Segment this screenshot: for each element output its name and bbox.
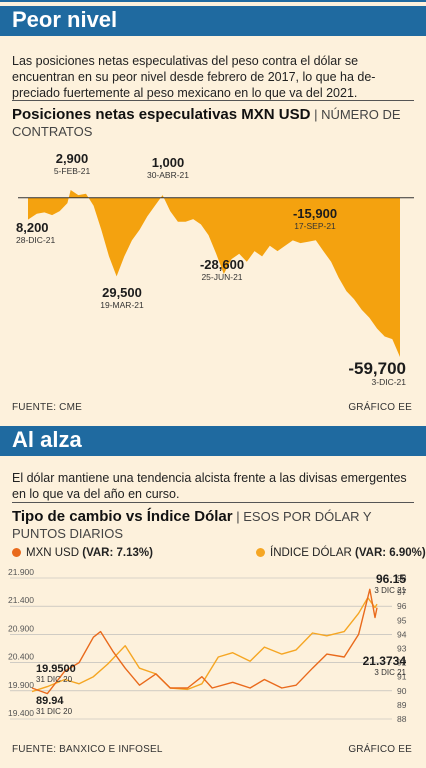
legend-label-dxy: ÍNDICE DÓLAR <box>270 547 352 559</box>
legend-var-dxy: (VAR: 6.90%) <box>355 547 426 559</box>
annotation-value: -15,900 <box>293 206 337 221</box>
credit-note: GRÁFICO EE <box>348 402 412 413</box>
left-axis-ticks: 21.900 21.400 20.900 20.400 19.900 19.400 <box>8 568 34 718</box>
legend-label-mxn: MXN USD <box>26 547 80 559</box>
chart-title: Tipo de cambio vs Índice Dólar <box>12 508 233 525</box>
annotation-value: -59,700 <box>348 359 406 378</box>
annotation-date: 19-MAR-21 <box>100 300 144 310</box>
section-header-peor-nivel: Peor nivel <box>0 6 426 36</box>
annotation-date: 3-DIC-21 <box>372 377 407 387</box>
chart-title-block: Posiciones netas especulativas MXN USD |… <box>12 106 414 140</box>
section-title: Al alza <box>12 427 82 452</box>
y-right-tick-label: 93 <box>397 644 407 654</box>
chart-title: Posiciones netas especulativas MXN USD <box>12 106 311 123</box>
annotation-date: 3 DIC 21 <box>374 586 406 595</box>
annotation-date: 30-ABR-21 <box>147 170 189 180</box>
y-left-tick-label: 21.900 <box>8 568 34 577</box>
divider <box>12 100 414 101</box>
y-left-tick-label: 20.900 <box>8 623 34 633</box>
y-right-tick-label: 90 <box>397 686 407 696</box>
legend-swatch-mxn <box>12 548 21 557</box>
annotation-value: 1,000 <box>152 155 185 170</box>
annotation-value: 19.9500 <box>36 663 76 675</box>
y-left-tick-label: 19.900 <box>8 680 34 690</box>
title-separator: | <box>236 509 244 524</box>
annotation-value: 29,500 <box>102 285 142 300</box>
gridlines <box>10 577 392 720</box>
source-note: FUENTE: CME <box>12 402 82 413</box>
annotation-date: 17-SEP-21 <box>294 221 336 231</box>
chart-title-block: Tipo de cambio vs Índice Dólar | ESOS PO… <box>12 508 414 542</box>
annotation-value: 8,200 <box>16 220 49 235</box>
divider <box>12 502 414 503</box>
section-header-al-alza: Al alza <box>0 426 426 456</box>
chart-subtitle: ESOS POR DÓLAR Y PUNTOS DIARIOS <box>12 509 372 541</box>
y-right-tick-label: 95 <box>397 615 407 625</box>
section-title: Peor nivel <box>12 7 118 32</box>
top-accent-line <box>0 0 426 2</box>
annotation-date: 28-DIC-21 <box>16 235 55 245</box>
annotation-date: 31 DIC 20 <box>36 675 73 684</box>
y-left-tick-label: 20.400 <box>8 652 34 662</box>
y-right-tick-label: 96 <box>397 601 407 611</box>
y-right-tick-label: 88 <box>397 714 407 724</box>
annotation-value: 2,900 <box>56 151 89 166</box>
source-note: FUENTE: BANXICO E INFOSEL <box>12 744 163 755</box>
chart-subtitle: NÚMERO DE CONTRATOS <box>12 107 401 139</box>
legend-swatch-dxy <box>256 548 265 557</box>
annotation-date: 3 DIC 21 <box>374 668 406 677</box>
y-right-tick-label: 89 <box>397 700 407 710</box>
y-right-tick-label: 97 <box>397 587 407 597</box>
annotation-value: 89.94 <box>36 695 64 707</box>
y-left-tick-label: 19.400 <box>8 708 34 718</box>
annotation-date: 25-JUN-21 <box>201 272 242 282</box>
y-left-tick-label: 21.400 <box>8 595 34 605</box>
net-positions-area <box>28 190 400 357</box>
annotation-value: 21.3734 <box>363 654 407 668</box>
annotation-value: 96.15 <box>376 572 406 586</box>
right-axis-ticks: 98 97 96 95 94 93 92 91 90 89 88 <box>397 573 407 724</box>
credit-note: GRÁFICO EE <box>348 744 412 755</box>
mxn-usd-line <box>31 588 378 695</box>
y-right-tick-label: 92 <box>397 658 407 668</box>
y-right-tick-label: 98 <box>397 573 407 583</box>
intro-text: El dólar mantiene una tendencia alcista … <box>12 471 407 501</box>
annotation-value: -28,600 <box>200 257 244 272</box>
legend-item-dxy: ÍNDICE DÓLAR (VAR: 6.90%) <box>256 547 426 559</box>
legend-item-mxn: MXN USD (VAR: 7.13%) <box>12 547 153 559</box>
y-right-tick-label: 91 <box>397 672 407 682</box>
legend-var-mxn: (VAR: 7.13%) <box>82 547 153 559</box>
annotation-date: 31 DIC 20 <box>36 707 73 716</box>
dollar-index-line <box>31 597 378 693</box>
y-right-tick-label: 94 <box>397 629 407 639</box>
title-separator: | <box>314 107 322 122</box>
intro-text: Las posiciones netas especulativas del p… <box>12 54 376 100</box>
annotation-date: 5-FEB-21 <box>54 166 91 176</box>
